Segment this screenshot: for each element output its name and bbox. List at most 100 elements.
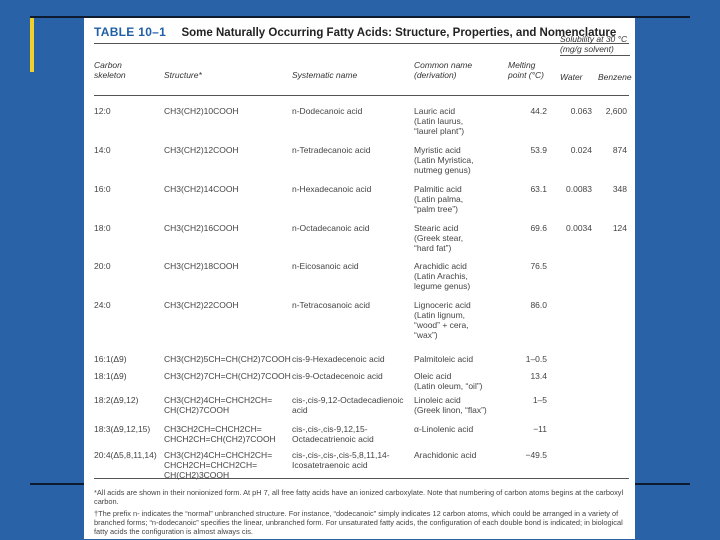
cell-benzene: 2,600 bbox=[605, 106, 627, 116]
footer-rule bbox=[94, 478, 629, 479]
footnote-1: *All acids are shown in their nonionized… bbox=[94, 488, 624, 506]
cell-common: “wax”) bbox=[414, 330, 438, 340]
cell-skeleton: 18:2(Δ9,12) bbox=[94, 395, 139, 405]
cell-systematic: cis-9-Hexadecenoic acid bbox=[292, 354, 385, 364]
cell-systematic: Icosatetraenoic acid bbox=[292, 460, 368, 470]
footnote-2: †The prefix n- indicates the “normal” un… bbox=[94, 509, 623, 536]
cell-structure: CH3(CH2)12COOH bbox=[164, 145, 239, 155]
cell-skeleton: 18:0 bbox=[94, 223, 111, 233]
cell-systematic: n-Tetradecanoic acid bbox=[292, 145, 371, 155]
table-row: 18:2(Δ9,12) CH3(CH2)4CH=CHCH2CH= CH(CH2)7C… bbox=[84, 395, 635, 415]
header-skeleton: Carbon skeleton bbox=[94, 60, 126, 80]
header-rule bbox=[94, 95, 629, 96]
cell-structure: CH3(CH2)10COOH bbox=[164, 106, 239, 116]
cell-systematic: cis-,cis-,cis-9,12,15- bbox=[292, 424, 368, 434]
cell-common: Arachidic acid bbox=[414, 261, 467, 271]
cell-skeleton: 16:0 bbox=[94, 184, 111, 194]
table-row: 20:4(Δ5,8,11,14) CH3(CH2)4CH=CHCH2CH= CHCH… bbox=[84, 450, 635, 480]
cell-common: Palmitic acid bbox=[414, 184, 462, 194]
cell-systematic: n-Tetracosanoic acid bbox=[292, 300, 370, 310]
cell-melting: 76.5 bbox=[530, 261, 547, 271]
cell-skeleton: 14:0 bbox=[94, 145, 111, 155]
cell-systematic: acid bbox=[292, 405, 308, 415]
cell-common: Stearic acid bbox=[414, 223, 459, 233]
table-row: 16:1(Δ9) CH3(CH2)5CH=CH(CH2)7COOH cis-9-He… bbox=[84, 354, 635, 364]
cell-systematic: Octadecatrienoic acid bbox=[292, 434, 374, 444]
cell-skeleton: 18:3(Δ9,12,15) bbox=[94, 424, 151, 434]
cell-common: Palmitoleic acid bbox=[414, 354, 474, 364]
cell-skeleton: 20:4(Δ5,8,11,14) bbox=[94, 450, 157, 460]
footnotes: *All acids are shown in their nonionized… bbox=[94, 488, 626, 539]
cell-skeleton: 16:1(Δ9) bbox=[94, 354, 127, 364]
cell-structure: CH3(CH2)4CH=CHCH2CH= bbox=[164, 395, 273, 405]
cell-common: Lauric acid bbox=[414, 106, 456, 116]
cell-systematic: n-Eicosanoic acid bbox=[292, 261, 359, 271]
header-benzene: Benzene bbox=[598, 72, 632, 82]
cell-common: Linoleic acid bbox=[414, 395, 461, 405]
cell-common: α-Linolenic acid bbox=[414, 424, 474, 434]
cell-skeleton: 24:0 bbox=[94, 300, 111, 310]
cell-common: Oleic acid bbox=[414, 371, 452, 381]
cell-skeleton: 18:1(Δ9) bbox=[94, 371, 127, 381]
cell-melting: 13.4 bbox=[530, 371, 547, 381]
cell-structure: CH3(CH2)7CH=CH(CH2)7COOH bbox=[164, 371, 291, 381]
table-number: TABLE 10–1 bbox=[94, 25, 167, 39]
cell-melting: 44.2 bbox=[530, 106, 547, 116]
cell-common: “palm tree”) bbox=[414, 204, 458, 214]
header-common: Common name (derivation) bbox=[414, 60, 472, 80]
cell-structure: CHCH2CH=CH(CH2)7COOH bbox=[164, 434, 276, 444]
cell-structure: CH3(CH2)16COOH bbox=[164, 223, 239, 233]
cell-common: (Latin Myristica, bbox=[414, 155, 474, 165]
cell-water: 0.063 bbox=[570, 106, 592, 116]
cell-common: “wood” + cera, bbox=[414, 320, 469, 330]
cell-systematic: n-Octadecanoic acid bbox=[292, 223, 370, 233]
table-row: 18:0 CH3(CH2)16COOH n-Octadecanoic acid Ste… bbox=[84, 223, 635, 253]
cell-common: Myristic acid bbox=[414, 145, 461, 155]
cell-melting: −11 bbox=[533, 424, 547, 434]
cell-melting: 53.9 bbox=[530, 145, 547, 155]
cell-common: “hard fat”) bbox=[414, 243, 452, 253]
cell-structure: CHCH2CH=CHCH2CH= bbox=[164, 460, 258, 470]
cell-common: (Latin Arachis, bbox=[414, 271, 468, 281]
cell-systematic: cis-,cis-9,12-Octadecadienoic bbox=[292, 395, 404, 405]
cell-benzene: 348 bbox=[612, 184, 627, 194]
cell-common: nutmeg genus) bbox=[414, 165, 471, 175]
cell-skeleton: 12:0 bbox=[94, 106, 111, 116]
cell-structure: CH3(CH2)22COOH bbox=[164, 300, 239, 310]
cell-common: (Greek stear, bbox=[414, 233, 464, 243]
cell-structure: CH(CH2)3COOH bbox=[164, 470, 230, 480]
cell-water: 0.0083 bbox=[566, 184, 592, 194]
header-systematic: Systematic name bbox=[292, 70, 358, 80]
header-common-line2: (derivation) bbox=[414, 70, 457, 80]
header-melting-line1: Melting bbox=[508, 60, 536, 70]
cell-water: 0.024 bbox=[570, 145, 592, 155]
cell-water: 0.0034 bbox=[566, 223, 592, 233]
cell-common: “laurel plant”) bbox=[414, 126, 465, 136]
title-rule bbox=[94, 43, 629, 44]
table-row: 12:0 CH3(CH2)10COOH n-Dodecanoic acid Lauri… bbox=[84, 106, 635, 136]
cell-common: (Latin oleum, “oil”) bbox=[414, 381, 483, 391]
cell-common: (Greek linon, “flax”) bbox=[414, 405, 487, 415]
cell-melting: −49.5 bbox=[525, 450, 547, 460]
cell-systematic: n-Hexadecanoic acid bbox=[292, 184, 372, 194]
cell-systematic: cis-,cis-,cis-,cis-5,8,11,14- bbox=[292, 450, 390, 460]
header-melting: Melting point (°C) bbox=[508, 60, 544, 80]
header-melting-line2: point (°C) bbox=[508, 70, 544, 80]
table-row: 16:0 CH3(CH2)14COOH n-Hexadecanoic acid Pal… bbox=[84, 184, 635, 214]
cell-common: (Latin palma, bbox=[414, 194, 464, 204]
cell-common: Lignoceric acid bbox=[414, 300, 471, 310]
cell-structure: CH3(CH2)4CH=CHCH2CH= bbox=[164, 450, 273, 460]
header-solubility: Solubility at 30 °C (mg/g solvent) bbox=[560, 34, 627, 54]
cell-common: legume genus) bbox=[414, 281, 471, 291]
table-caption: Some Naturally Occurring Fatty Acids: St… bbox=[181, 27, 617, 39]
table-row: 14:0 CH3(CH2)12COOH n-Tetradecanoic acid My… bbox=[84, 145, 635, 175]
header-common-line1: Common name bbox=[414, 60, 473, 70]
cell-structure: CH3(CH2)14COOH bbox=[164, 184, 239, 194]
cell-skeleton: 20:0 bbox=[94, 261, 111, 271]
table-row: 24:0 CH3(CH2)22COOH n-Tetracosanoic acid Li… bbox=[84, 300, 635, 340]
cell-systematic: n-Dodecanoic acid bbox=[292, 106, 363, 116]
table-row: 18:1(Δ9) CH3(CH2)7CH=CH(CH2)7COOH cis-9-Oc… bbox=[84, 371, 635, 391]
accent-line-left bbox=[30, 16, 34, 72]
cell-structure: CH3(CH2)18COOH bbox=[164, 261, 239, 271]
solubility-rule bbox=[560, 55, 630, 56]
